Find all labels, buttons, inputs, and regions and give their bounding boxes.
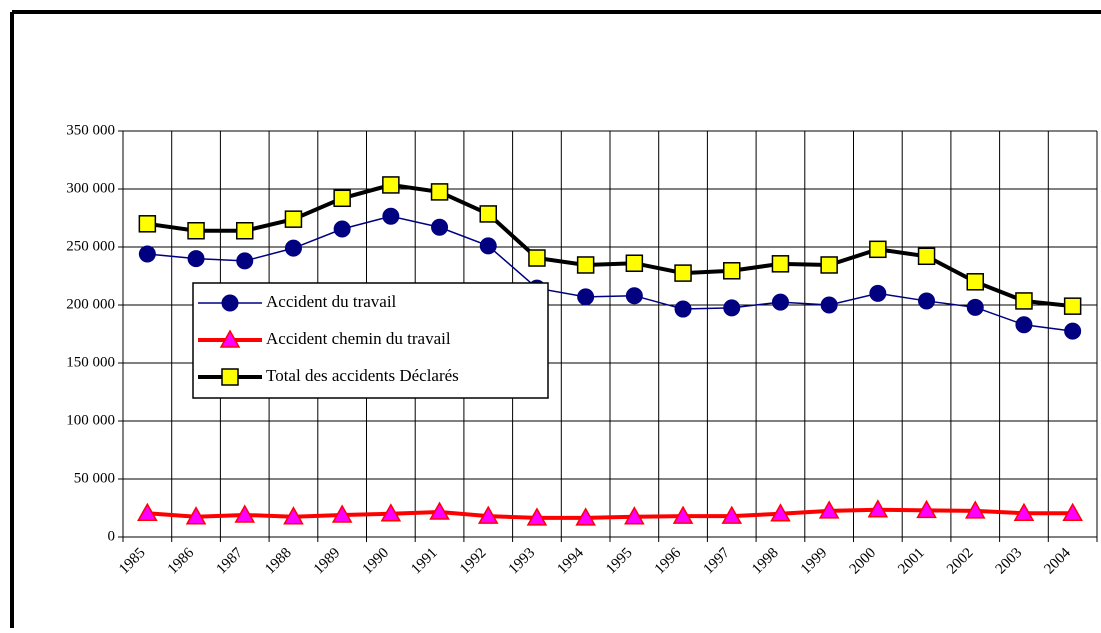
marker bbox=[1062, 502, 1083, 521]
x-tick-label: 1994 bbox=[554, 545, 587, 578]
marker bbox=[526, 507, 548, 526]
legend-label: Accident du travail bbox=[266, 292, 397, 311]
x-tick-label: 1996 bbox=[652, 545, 685, 578]
marker bbox=[771, 293, 789, 311]
x-tick-label: 1988 bbox=[262, 545, 295, 578]
marker bbox=[674, 264, 692, 282]
marker bbox=[429, 501, 450, 520]
marker bbox=[284, 239, 302, 257]
x-tick-label: 1998 bbox=[749, 545, 782, 578]
marker bbox=[818, 500, 840, 519]
marker bbox=[1064, 322, 1082, 340]
marker bbox=[771, 255, 790, 273]
marker bbox=[477, 505, 499, 524]
x-tick-label: 2001 bbox=[895, 545, 928, 578]
x-tick-label: 2000 bbox=[847, 545, 880, 578]
x-tick-label: 2002 bbox=[944, 545, 977, 578]
marker bbox=[236, 222, 254, 240]
marker bbox=[820, 256, 838, 274]
legend-label: Total des accidents Déclarés bbox=[266, 366, 459, 385]
y-tick-label: 350 000 bbox=[66, 122, 115, 138]
marker bbox=[431, 218, 449, 236]
x-tick-label: 1995 bbox=[603, 545, 636, 578]
marker bbox=[284, 210, 303, 228]
marker bbox=[966, 273, 984, 291]
y-tick-label: 0 bbox=[108, 528, 116, 544]
marker bbox=[479, 205, 497, 223]
marker bbox=[869, 240, 887, 259]
marker bbox=[1015, 316, 1033, 334]
marker bbox=[185, 506, 207, 525]
marker bbox=[236, 252, 254, 270]
marker bbox=[820, 296, 838, 314]
x-tick-label: 1990 bbox=[360, 545, 393, 578]
marker bbox=[187, 222, 205, 240]
x-tick-label: 2003 bbox=[993, 545, 1026, 578]
y-tick-label: 200 000 bbox=[66, 296, 115, 312]
marker bbox=[966, 298, 984, 316]
y-tick-label: 150 000 bbox=[66, 354, 115, 370]
marker bbox=[916, 499, 937, 519]
marker bbox=[624, 506, 645, 525]
marker bbox=[625, 254, 644, 272]
series-line bbox=[147, 507, 1073, 520]
marker bbox=[380, 503, 402, 522]
x-tick-label: 1997 bbox=[700, 545, 733, 578]
marker bbox=[723, 262, 741, 280]
legend-label: Accident chemin du travail bbox=[266, 329, 451, 348]
marker bbox=[674, 300, 692, 318]
marker bbox=[382, 176, 400, 194]
marker bbox=[917, 247, 936, 266]
y-tick-label: 100 000 bbox=[66, 412, 115, 428]
x-tick-label: 1987 bbox=[213, 545, 246, 578]
marker bbox=[283, 506, 304, 525]
marker bbox=[869, 284, 887, 302]
x-tick-label: 1993 bbox=[506, 545, 539, 578]
x-tick-label: 2004 bbox=[1041, 545, 1074, 578]
y-tick-label: 50 000 bbox=[74, 470, 115, 486]
x-tick-label: 1992 bbox=[457, 545, 490, 578]
y-tick-label: 250 000 bbox=[66, 238, 115, 254]
marker bbox=[333, 220, 351, 238]
marker bbox=[333, 189, 351, 208]
marker bbox=[187, 250, 205, 268]
marker bbox=[528, 249, 546, 267]
marker bbox=[770, 503, 791, 522]
marker bbox=[1063, 297, 1082, 315]
marker bbox=[382, 207, 400, 225]
marker bbox=[479, 237, 497, 255]
marker bbox=[721, 505, 743, 524]
marker bbox=[331, 504, 353, 523]
marker bbox=[1013, 502, 1035, 521]
marker bbox=[575, 507, 596, 526]
marker bbox=[625, 287, 643, 305]
marker bbox=[918, 292, 936, 310]
y-tick-label: 300 000 bbox=[66, 180, 115, 196]
marker bbox=[576, 256, 595, 274]
marker bbox=[723, 299, 741, 317]
marker bbox=[1015, 292, 1033, 310]
marker bbox=[138, 245, 156, 263]
marker bbox=[221, 368, 239, 386]
marker bbox=[221, 294, 239, 312]
marker bbox=[867, 499, 889, 518]
x-tick-label: 1989 bbox=[311, 545, 344, 578]
marker bbox=[672, 505, 694, 524]
marker bbox=[964, 500, 986, 519]
marker bbox=[430, 183, 449, 201]
marker bbox=[138, 215, 157, 233]
x-tick-label: 1991 bbox=[408, 545, 441, 578]
marker bbox=[577, 288, 595, 306]
x-tick-label: 1986 bbox=[165, 545, 198, 578]
x-tick-label: 1999 bbox=[798, 545, 831, 578]
marker bbox=[234, 504, 256, 523]
marker bbox=[219, 329, 241, 348]
x-tick-label: 1985 bbox=[116, 545, 149, 578]
marker bbox=[137, 502, 158, 521]
